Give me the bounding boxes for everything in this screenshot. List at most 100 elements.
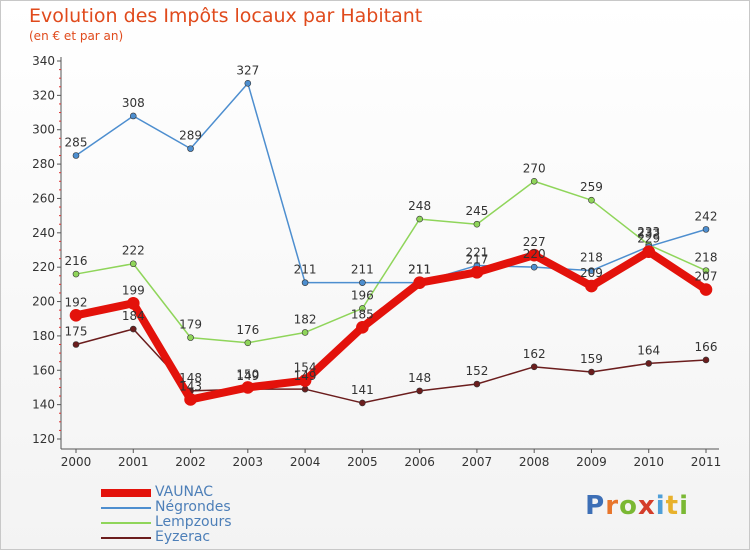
data-point-eyzerac <box>645 360 653 367</box>
data-label-lempzours: 270 <box>523 161 546 175</box>
logo-letter: t <box>665 491 680 521</box>
y-tick-label: 120 <box>32 432 55 446</box>
x-tick-label: 2010 <box>633 455 664 469</box>
proxiti-logo: Proxiti <box>585 491 689 521</box>
data-point-négrondes <box>129 112 137 120</box>
data-label-vaunac: 227 <box>523 235 546 249</box>
data-label-vaunac: 154 <box>294 361 317 375</box>
data-label-lempzours: 196 <box>351 288 374 302</box>
data-point-vaunac <box>585 279 598 293</box>
data-point-vaunac <box>126 296 140 310</box>
x-tick-label: 2009 <box>576 455 607 469</box>
data-point-eyzerac <box>129 325 137 333</box>
data-label-vaunac: 217 <box>465 252 488 266</box>
y-tick-label: 260 <box>32 191 55 205</box>
chart-subtitle: (en € et par an) <box>29 29 124 43</box>
data-label-négrondes: 221 <box>465 245 488 259</box>
legend-item: VAUNAC <box>101 485 232 500</box>
y-tick-label: 240 <box>32 226 55 240</box>
data-label-eyzerac: 141 <box>351 383 374 397</box>
data-point-négrondes <box>530 263 538 271</box>
x-tick-label: 2000 <box>61 455 92 469</box>
data-point-négrondes <box>187 145 194 152</box>
data-label-négrondes: 232 <box>637 227 660 241</box>
legend-swatch <box>101 506 151 509</box>
data-point-négrondes <box>72 152 80 159</box>
data-point-eyzerac <box>588 368 595 376</box>
data-point-lempzours <box>187 334 194 341</box>
y-tick-label: 200 <box>32 295 55 309</box>
data-label-négrondes: 220 <box>523 247 546 261</box>
x-tick-label: 2008 <box>519 455 550 469</box>
data-label-vaunac: 185 <box>351 307 374 321</box>
legend-label: Négrondes <box>155 499 231 515</box>
data-point-vaunac <box>470 266 484 279</box>
x-tick-label: 2011 <box>691 455 722 469</box>
data-point-eyzerac <box>359 399 366 407</box>
data-label-négrondes: 327 <box>236 63 259 77</box>
legend-item: Lempzours <box>101 515 232 530</box>
data-label-eyzerac: 184 <box>122 309 145 323</box>
data-label-lempzours: 233 <box>637 225 660 239</box>
data-label-vaunac: 192 <box>65 295 88 309</box>
data-label-négrondes: 218 <box>580 251 603 265</box>
data-label-eyzerac: 164 <box>637 343 660 357</box>
data-label-eyzerac: 166 <box>695 340 718 354</box>
y-tick-label: 340 <box>32 54 55 68</box>
data-point-vaunac <box>699 283 713 296</box>
data-point-lempzours <box>72 270 80 278</box>
data-label-négrondes: 211 <box>351 263 374 277</box>
data-label-vaunac: 199 <box>122 283 145 297</box>
data-point-eyzerac <box>72 341 80 348</box>
data-label-négrondes: 211 <box>408 263 431 277</box>
data-label-vaunac: 209 <box>580 266 603 280</box>
data-point-vaunac <box>69 308 83 322</box>
y-tick-label: 220 <box>32 260 55 274</box>
x-tick-label: 2007 <box>462 455 493 469</box>
data-label-négrondes: 308 <box>122 96 145 110</box>
logo-letter: P <box>585 491 606 521</box>
legend: VAUNAC Négrondes Lempzours Eyzerac <box>101 485 232 545</box>
y-tick-label: 280 <box>32 157 55 171</box>
logo-letter: i <box>679 491 689 521</box>
logo-letter: x <box>637 491 656 521</box>
legend-label: Eyzerac <box>155 529 211 545</box>
data-label-eyzerac: 149 <box>294 369 317 383</box>
data-point-négrondes <box>588 267 595 274</box>
data-point-vaunac <box>642 245 656 259</box>
x-tick-label: 2003 <box>233 455 264 469</box>
data-label-négrondes: 285 <box>65 136 88 150</box>
data-point-négrondes <box>702 226 710 233</box>
data-point-vaunac <box>241 381 255 394</box>
data-label-lempzours: 216 <box>65 254 88 268</box>
data-point-vaunac <box>413 276 426 289</box>
data-point-eyzerac <box>530 363 538 371</box>
data-label-lempzours: 179 <box>179 318 202 332</box>
legend-swatch <box>101 521 151 524</box>
data-point-vaunac <box>298 374 312 387</box>
data-label-eyzerac: 148 <box>408 371 431 385</box>
data-point-négrondes <box>244 80 252 87</box>
legend-swatch <box>101 488 151 497</box>
data-label-eyzerac: 152 <box>465 364 488 378</box>
y-tick-label: 140 <box>32 398 55 412</box>
data-label-vaunac: 143 <box>179 379 202 393</box>
data-point-lempzours <box>473 220 481 228</box>
series-line-négrondes <box>75 82 707 284</box>
data-point-lempzours <box>530 177 538 185</box>
data-point-vaunac <box>356 321 369 334</box>
x-tick-label: 2006 <box>404 455 435 469</box>
x-tick-label: 2002 <box>175 455 206 469</box>
data-label-lempzours: 259 <box>580 180 603 194</box>
chart-title: Evolution des Impôts locaux par Habitant <box>29 5 423 27</box>
data-label-vaunac: 229 <box>637 232 660 246</box>
data-label-lempzours: 222 <box>122 244 145 258</box>
logo-letter: i <box>655 491 666 521</box>
data-label-négrondes: 289 <box>179 129 202 143</box>
data-point-négrondes <box>359 279 366 286</box>
data-label-eyzerac: 149 <box>236 369 259 383</box>
y-tick-label: 300 <box>32 123 55 137</box>
series-line-lempzours <box>75 180 707 344</box>
logo-letter: o <box>619 491 638 521</box>
